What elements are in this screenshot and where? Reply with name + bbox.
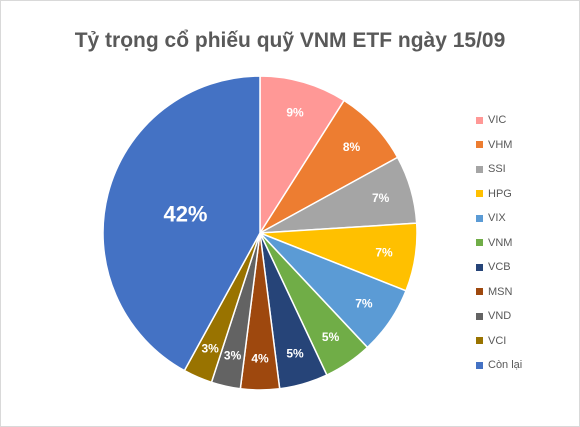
legend-label: VIX xyxy=(488,212,506,225)
pie-slice-còn-lại xyxy=(102,75,261,372)
legend-swatch xyxy=(476,288,483,296)
legend-item-vix: VIX xyxy=(476,206,576,231)
legend-item-còn-lại: Còn lại xyxy=(476,353,576,378)
data-label-còn-lại: 42% xyxy=(163,201,207,226)
legend-label: VCI xyxy=(488,334,507,347)
legend-item-ssi: SSI xyxy=(476,157,576,182)
legend-item-vhm: VHM xyxy=(476,133,576,158)
legend-swatch xyxy=(476,361,483,369)
legend-label: VHM xyxy=(488,138,513,151)
legend-label: VND xyxy=(488,310,512,323)
data-label-vic: 9% xyxy=(286,105,304,119)
legend-item-vnd: VND xyxy=(476,304,576,329)
data-label-vnd: 3% xyxy=(224,349,242,363)
data-label-vix: 7% xyxy=(355,297,373,311)
data-label-vnm: 5% xyxy=(322,330,340,344)
legend-label: VIC xyxy=(488,114,507,127)
legend-swatch xyxy=(476,214,483,222)
legend-label: VNM xyxy=(488,236,513,249)
chart-title: Tỷ trọng cổ phiếu quỹ VNM ETF ngày 15/09 xyxy=(74,29,506,52)
data-label-hpg: 7% xyxy=(375,246,393,260)
legend-label: HPG xyxy=(488,187,512,200)
data-label-vcb: 5% xyxy=(286,347,304,361)
data-label-ssi: 7% xyxy=(372,191,390,205)
legend-label: Còn lại xyxy=(488,359,523,372)
legend-item-vci: VCI xyxy=(476,329,576,354)
legend-label: MSN xyxy=(488,285,513,298)
data-label-vhm: 8% xyxy=(343,140,361,154)
legend-label: SSI xyxy=(488,163,506,176)
legend-item-vnm: VNM xyxy=(476,231,576,256)
legend-label: VCB xyxy=(488,261,511,274)
legend-swatch xyxy=(476,141,483,149)
legend-swatch xyxy=(476,116,483,124)
legend-swatch xyxy=(476,239,483,247)
legend-swatch xyxy=(476,165,483,173)
legend-item-hpg: HPG xyxy=(476,182,576,207)
legend-swatch xyxy=(476,263,483,271)
legend-swatch xyxy=(476,190,483,198)
legend-item-vic: VIC xyxy=(476,108,576,133)
legend-swatch xyxy=(476,337,483,345)
data-label-vci: 3% xyxy=(201,341,219,355)
pie-slice-vic xyxy=(259,75,346,236)
legend: VIC VHM SSI HPG VIX VNM VCB MSN VND VCI Còn lại xyxy=(476,108,576,378)
legend-item-msn: MSN xyxy=(476,280,576,305)
legend-swatch xyxy=(476,312,483,320)
data-label-msn: 4% xyxy=(251,352,269,366)
legend-item-vcb: VCB xyxy=(476,255,576,280)
